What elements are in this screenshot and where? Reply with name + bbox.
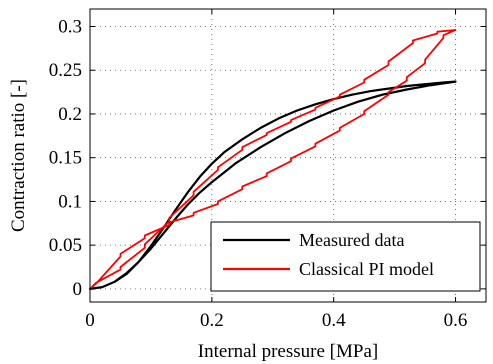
y-tick-label: 0.05 bbox=[49, 235, 82, 256]
y-tick-label: 0.3 bbox=[58, 16, 82, 37]
x-tick-label: 0.4 bbox=[322, 310, 346, 331]
y-axis-label: Contraction ratio [-] bbox=[8, 79, 29, 232]
plot-lines bbox=[88, 29, 457, 290]
y-tick-label: 0.2 bbox=[58, 104, 82, 125]
y-tick-label: 0.15 bbox=[49, 148, 82, 169]
y-tick-label: 0 bbox=[73, 279, 83, 300]
legend-box bbox=[210, 221, 481, 292]
legend-label-classical-pi-model: Classical PI model bbox=[299, 259, 434, 279]
series-line-classical-pi-model bbox=[89, 29, 457, 290]
x-tick-label: 0.6 bbox=[444, 310, 468, 331]
legend-label-measured-data: Measured data bbox=[299, 230, 404, 250]
x-tick-label: 0.2 bbox=[200, 310, 224, 331]
x-tick-label: 0 bbox=[85, 310, 95, 331]
plot-frame bbox=[89, 8, 487, 303]
y-tick-label: 0.1 bbox=[58, 191, 82, 212]
series-line-measured-data bbox=[88, 80, 457, 290]
legend: Measured data Classical PI model bbox=[210, 221, 481, 292]
y-tick-label: 0.25 bbox=[49, 60, 82, 81]
axis-ticks: 0 0.2 0.4 0.6 0 0.05 0.1 0.15 0.2 0.25 0.3 bbox=[49, 9, 486, 331]
x-axis-label: Internal pressure [MPa] bbox=[198, 341, 378, 362]
